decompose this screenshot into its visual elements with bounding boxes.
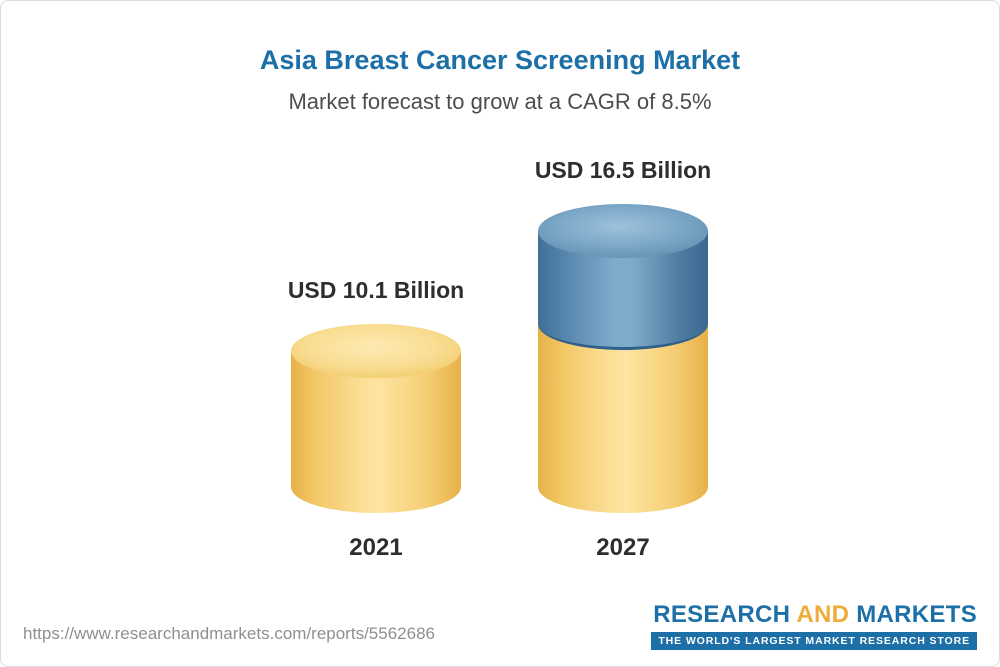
chart-subtitle: Market forecast to grow at a CAGR of 8.5… — [288, 89, 712, 114]
logo-word-and: AND — [796, 601, 850, 628]
chart-title: Asia Breast Cancer Screening Market — [259, 45, 741, 75]
bar-2021 — [291, 324, 461, 513]
bar-2021-top-face — [291, 324, 461, 378]
logo-wordmark: RESEARCH AND MARKETS — [651, 601, 977, 629]
axis-label-2021: 2021 — [349, 534, 403, 561]
bar-2021-body — [291, 351, 461, 513]
logo-tagline: THE WORLD'S LARGEST MARKET RESEARCH STOR… — [651, 632, 977, 650]
bar-2027-top-face — [538, 204, 708, 258]
bar-2027-growth-segment — [538, 204, 708, 350]
value-label-2027: USD 16.5 Billion — [534, 157, 712, 183]
axis-label-2027: 2027 — [596, 534, 650, 561]
logo-word-markets: MARKETS — [856, 601, 977, 628]
report-url-text: https://www.researchandmarkets.com/repor… — [23, 624, 435, 643]
research-and-markets-logo: RESEARCH AND MARKETS THE WORLD'S LARGEST… — [651, 601, 977, 650]
logo-word-research: RESEARCH — [653, 601, 791, 628]
value-label-2021: USD 10.1 Billion — [287, 277, 465, 303]
bar-2027 — [538, 204, 708, 513]
